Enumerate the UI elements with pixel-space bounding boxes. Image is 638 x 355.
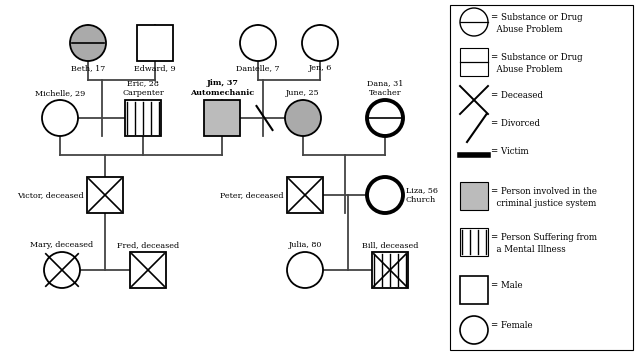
Text: = Substance or Drug: = Substance or Drug bbox=[491, 13, 582, 22]
Ellipse shape bbox=[44, 252, 80, 288]
Ellipse shape bbox=[240, 25, 276, 61]
Text: Jim, 37
Automechanic: Jim, 37 Automechanic bbox=[190, 79, 254, 97]
Bar bbox=[125, 100, 161, 136]
Bar bbox=[130, 252, 166, 288]
Text: Liza, 56
Church: Liza, 56 Church bbox=[406, 186, 438, 204]
Text: Bill, deceased: Bill, deceased bbox=[362, 241, 418, 249]
Bar bbox=[372, 252, 408, 288]
Ellipse shape bbox=[70, 25, 106, 61]
Ellipse shape bbox=[302, 25, 338, 61]
Ellipse shape bbox=[367, 100, 403, 136]
Text: Jen, 6: Jen, 6 bbox=[308, 64, 332, 72]
Bar bbox=[287, 177, 323, 213]
Text: Dana, 31
Teacher: Dana, 31 Teacher bbox=[367, 79, 403, 97]
Bar bbox=[450, 5, 633, 350]
Bar bbox=[204, 100, 240, 136]
Ellipse shape bbox=[367, 177, 403, 213]
Text: = Divorced: = Divorced bbox=[491, 120, 540, 129]
Text: = Person involved in the: = Person involved in the bbox=[491, 187, 597, 197]
Text: Mary, deceased: Mary, deceased bbox=[31, 241, 94, 249]
Text: Eric, 28
Carpenter: Eric, 28 Carpenter bbox=[122, 79, 164, 97]
Ellipse shape bbox=[460, 8, 488, 36]
Text: = Female: = Female bbox=[491, 322, 533, 331]
Text: = Person Suffering from: = Person Suffering from bbox=[491, 234, 597, 242]
Text: Peter, deceased: Peter, deceased bbox=[221, 191, 284, 199]
Text: = Deceased: = Deceased bbox=[491, 92, 543, 100]
Text: Julia, 80: Julia, 80 bbox=[288, 241, 322, 249]
Text: = Male: = Male bbox=[491, 282, 523, 290]
Bar bbox=[460, 228, 488, 256]
Bar bbox=[137, 25, 173, 61]
Text: = Substance or Drug: = Substance or Drug bbox=[491, 54, 582, 62]
Text: Edward, 9: Edward, 9 bbox=[134, 64, 176, 72]
Ellipse shape bbox=[285, 100, 321, 136]
Text: Victor, deceased: Victor, deceased bbox=[17, 191, 84, 199]
Bar bbox=[87, 177, 123, 213]
Text: Abuse Problem: Abuse Problem bbox=[491, 65, 563, 73]
Text: = Victim: = Victim bbox=[491, 147, 529, 155]
Text: a Mental Illness: a Mental Illness bbox=[491, 245, 566, 253]
Ellipse shape bbox=[460, 316, 488, 344]
Ellipse shape bbox=[287, 252, 323, 288]
Text: June, 25: June, 25 bbox=[286, 89, 320, 97]
Text: Abuse Problem: Abuse Problem bbox=[491, 24, 563, 33]
Text: Michelle, 29: Michelle, 29 bbox=[35, 89, 85, 97]
Text: criminal justice system: criminal justice system bbox=[491, 198, 597, 208]
Text: Fred, deceased: Fred, deceased bbox=[117, 241, 179, 249]
Ellipse shape bbox=[42, 100, 78, 136]
Bar bbox=[460, 182, 488, 210]
Text: Danielle, 7: Danielle, 7 bbox=[236, 64, 279, 72]
Text: Beth, 17: Beth, 17 bbox=[71, 64, 105, 72]
Bar bbox=[460, 48, 488, 76]
Bar bbox=[460, 276, 488, 304]
